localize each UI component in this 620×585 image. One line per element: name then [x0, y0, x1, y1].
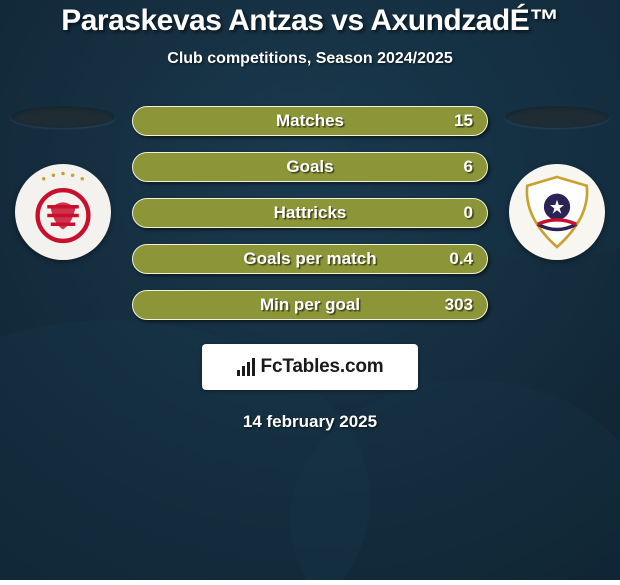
stat-label: Goals	[286, 157, 333, 177]
subtitle: Club competitions, Season 2024/2025	[0, 50, 620, 68]
stat-value-right: 303	[445, 295, 473, 315]
stat-value-right: 6	[464, 157, 473, 177]
right-side	[502, 106, 612, 260]
page-title: Paraskevas Antzas vs AxundzadÉ™	[0, 4, 620, 38]
player-shadow-right	[505, 106, 609, 128]
date-text: 14 february 2025	[0, 412, 620, 432]
stats-list: Matches 15 Goals 6 Hattricks 0 Goals per match…	[132, 106, 488, 320]
player-shadow-left	[11, 106, 115, 128]
stat-row: Min per goal 303	[132, 290, 488, 320]
brand-box[interactable]: FcTables.com	[202, 344, 418, 390]
stat-value-right: 0.4	[449, 249, 473, 269]
stat-row: Goals per match 0.4	[132, 244, 488, 274]
stat-row: Goals 6	[132, 152, 488, 182]
club-logo-left	[15, 164, 111, 260]
club-logo-right	[509, 164, 605, 260]
left-side	[8, 106, 118, 260]
olympiacos-crest-icon	[21, 170, 105, 254]
stat-row: Matches 15	[132, 106, 488, 136]
stat-label: Min per goal	[260, 295, 360, 315]
stat-value-right: 15	[454, 111, 473, 131]
main-row: Matches 15 Goals 6 Hattricks 0 Goals per match…	[0, 106, 620, 320]
qarabag-crest-icon	[515, 170, 599, 254]
bar-chart-icon	[237, 358, 255, 376]
stat-value-right: 0	[464, 203, 473, 223]
stat-label: Hattricks	[274, 203, 347, 223]
stat-label: Goals per match	[243, 249, 376, 269]
brand-text: FcTables.com	[261, 356, 384, 378]
stat-label: Matches	[276, 111, 344, 131]
stat-row: Hattricks 0	[132, 198, 488, 228]
